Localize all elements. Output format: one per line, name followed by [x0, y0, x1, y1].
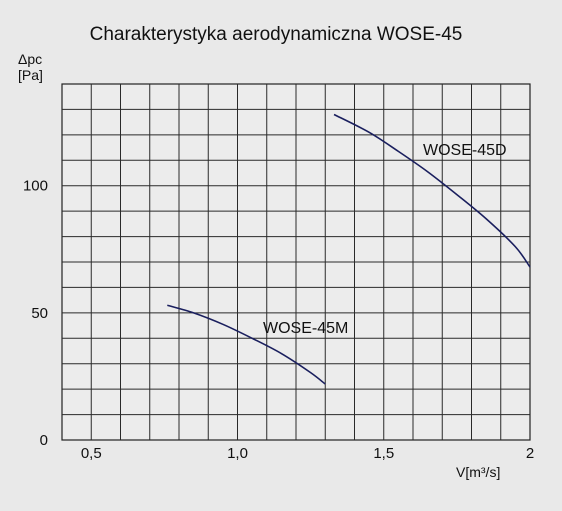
y-axis-label-symbol: Δpc [18, 51, 42, 67]
x-tick-label: 1,0 [227, 445, 248, 462]
y-tick-label: 100 [23, 178, 48, 195]
x-tick-labels: 0,5 1,0 1,5 2 [81, 445, 534, 462]
series-curves [167, 113, 531, 385]
x-tick-label: 2 [526, 445, 534, 462]
y-tick-label: 50 [31, 305, 48, 322]
x-tick-label: 1,5 [373, 445, 394, 462]
y-tick-labels: 0 50 100 [23, 178, 48, 449]
series-label-wose-45d: WOSE-45D [423, 142, 507, 159]
y-axis-label-unit: [Pa] [18, 67, 43, 83]
x-axis-label: V[m³/s] [456, 464, 500, 480]
y-tick-label: 0 [40, 432, 48, 449]
series-line-wose-45d [333, 113, 531, 268]
series-label-wose-45m: WOSE-45M [263, 320, 348, 337]
grid [62, 84, 530, 440]
chart-title: Charakterystyka aerodynamiczna WOSE-45 [90, 24, 463, 45]
x-tick-label: 0,5 [81, 445, 102, 462]
series-line-wose-45m [167, 304, 326, 385]
